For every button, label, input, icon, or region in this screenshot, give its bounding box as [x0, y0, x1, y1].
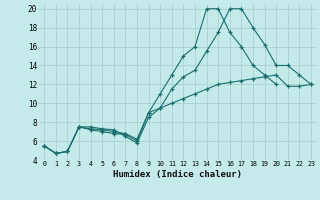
X-axis label: Humidex (Indice chaleur): Humidex (Indice chaleur) — [113, 170, 242, 179]
